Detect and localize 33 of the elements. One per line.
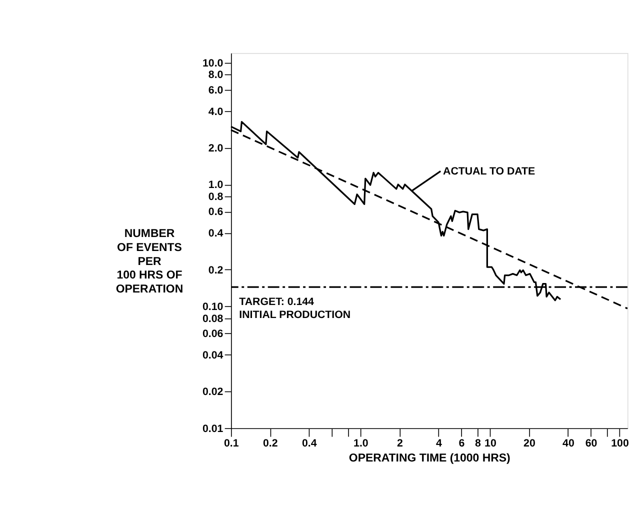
y-tick-label: 0.6 [208,206,224,218]
x-tick-label: 0.2 [263,438,278,450]
y-tick-label: 0.01 [202,422,224,435]
x-tick-label: 10 [484,438,496,450]
y-tick-label: 0.02 [202,386,224,398]
x-tick-label: 20 [524,438,536,450]
y-tick-label: 10.0 [202,57,224,70]
x-tick-label: 8 [474,438,481,450]
ref-line-label: TARGET: 0.144 INITIAL PRODUCTION [239,296,351,322]
y-axis-title: NUMBER OF EVENTS PER 100 HRS OF OPERATION [116,228,184,296]
y-tick-label: 6.0 [208,84,224,96]
x-tick-label: 4 [436,438,442,450]
x-tick-label: 0.4 [302,438,317,450]
x-tick-label: 100 [611,438,629,450]
y-tick-label: 1.0 [208,179,224,192]
x-tick-label: 6 [458,438,465,450]
x-tick-label: 60 [585,438,598,450]
y-tick-label: 0.06 [202,328,224,340]
x-axis-title: OPERATING TIME (1000 HRS) [348,452,511,464]
x-tick-label: 0.1 [224,438,239,450]
y-tick-label: 0.08 [202,312,224,325]
y-tick-label: 4.0 [208,106,224,118]
y-tick-label: 0.04 [202,350,224,362]
x-tick-label: 40 [562,438,574,450]
y-tick-label: 0.8 [208,191,224,204]
y-tick-label: 0.2 [208,264,224,276]
y-tick-label: 0.10 [202,301,224,314]
x-tick-label: 1.0 [354,438,368,450]
y-tick-label: 0.4 [208,228,224,240]
annotation: ACTUAL TO DATE [443,165,536,178]
y-tick-label: 8.0 [208,69,224,82]
x-tick-label: 2 [396,438,403,450]
y-tick-label: 2.0 [208,142,224,155]
